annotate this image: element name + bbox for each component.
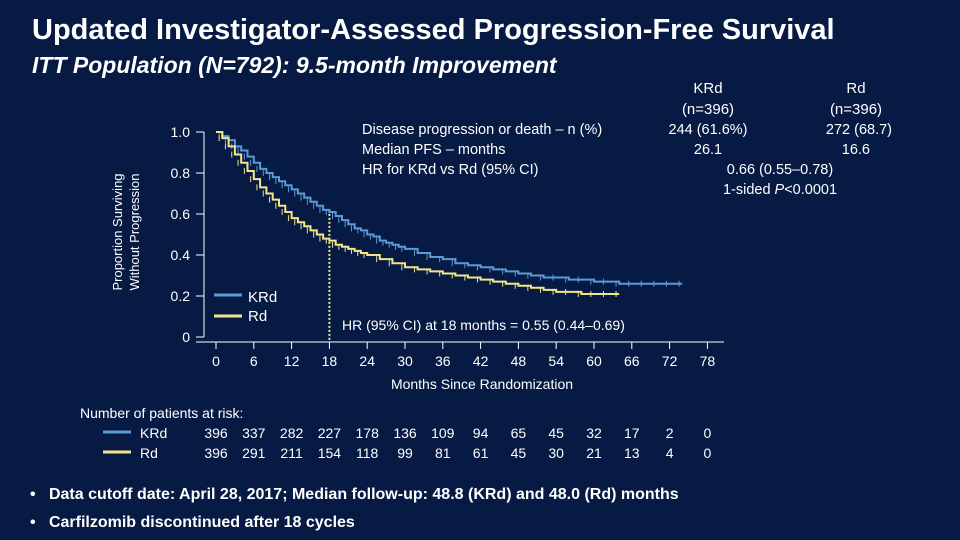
x-tick-label: 6 — [250, 353, 258, 369]
risk-value-krd: 109 — [431, 425, 455, 441]
y-tick-label: 0.6 — [171, 206, 191, 222]
risk-value-krd: 17 — [624, 425, 640, 441]
risk-value-rd: 81 — [435, 445, 451, 461]
risk-value-rd: 291 — [242, 445, 266, 461]
risk-value-rd: 61 — [472, 445, 489, 461]
risk-value-rd: 396 — [204, 445, 228, 461]
risk-value-rd: 45 — [510, 445, 527, 461]
y-axis-label-line1: Proportion Surviving — [110, 173, 125, 290]
legend-label-rd: Rd — [248, 308, 267, 325]
x-tick-label: 66 — [624, 353, 640, 369]
x-tick-label: 42 — [473, 353, 489, 369]
risk-value-krd: 337 — [242, 425, 266, 441]
stats-col-krd-n: (n=396) — [681, 101, 735, 118]
bullet-marker: • — [30, 514, 36, 531]
pvalue-prefix: 1-sided — [722, 182, 775, 198]
x-axis-label: Months Since Randomization — [391, 376, 573, 392]
x-tick-label: 72 — [662, 353, 678, 369]
bullet-item-1: • Data cutoff date: April 28, 2017; Medi… — [30, 486, 679, 504]
pvalue-suffix: <0.0001 — [784, 182, 838, 198]
pvalue-p: P — [774, 182, 785, 198]
y-tick-label: 1.0 — [171, 124, 191, 140]
risk-value-rd: 211 — [280, 445, 303, 461]
risk-value-krd: 227 — [317, 425, 342, 441]
x-tick-label: 36 — [435, 353, 451, 369]
y-axis-label-line2: Without Progression — [127, 173, 142, 290]
risk-table-title: Number of patients at risk: — [80, 405, 244, 421]
stats-col-rd: Rd (n=396) — [808, 78, 904, 120]
stats-rd-median: 16.6 — [841, 142, 870, 158]
x-tick-label: 54 — [548, 353, 564, 369]
risk-value-krd: 282 — [279, 425, 304, 441]
page-subtitle: ITT Population (N=792): 9.5-month Improv… — [32, 52, 557, 78]
y-tick-label: 0.4 — [171, 247, 191, 263]
stats-row-label-median: Median PFS – months — [362, 142, 506, 158]
y-tick-label: 0.8 — [171, 165, 191, 181]
x-tick-label: 24 — [359, 353, 375, 369]
risk-value-krd: 65 — [510, 425, 527, 441]
stats-col-krd-name: KRd — [693, 80, 723, 97]
stats-col-rd-n: (n=396) — [829, 101, 883, 118]
risk-value-rd: 0 — [703, 445, 712, 461]
stats-row-label-hr: HR for KRd vs Rd (95% CI) — [362, 162, 539, 178]
y-tick-label: 0 — [182, 329, 190, 345]
page-title: Updated Investigator-Assessed Progressio… — [32, 14, 835, 46]
risk-value-rd: 118 — [356, 445, 379, 461]
risk-row-name-rd: Rd — [140, 445, 158, 461]
risk-value-rd: 13 — [624, 445, 640, 461]
risk-value-krd: 178 — [355, 425, 379, 441]
risk-value-krd: 136 — [393, 425, 417, 441]
stats-pvalue: 1-sided P<0.0001 — [680, 182, 880, 198]
bullet-text-2: Carfilzomib discontinued after 18 cycles — [48, 514, 355, 531]
risk-value-krd: 2 — [665, 425, 674, 441]
stats-krd-median: 26.1 — [693, 142, 723, 158]
risk-value-krd: 45 — [548, 425, 564, 441]
km-curve-krd — [216, 131, 683, 285]
km-curve-rd — [216, 131, 620, 295]
hr-18-months-annotation: HR (95% CI) at 18 months = 0.55 (0.44–0.… — [342, 317, 625, 333]
stats-hr-value: 0.66 (0.55–0.78) — [726, 162, 834, 178]
risk-value-rd: 99 — [397, 445, 413, 461]
x-tick-label: 18 — [322, 353, 338, 369]
stats-rd-events: 272 (68.7) — [825, 122, 892, 138]
stats-row-label-events: Disease progression or death – n (%) — [362, 122, 603, 138]
x-tick-label: 12 — [284, 353, 300, 369]
stats-col-krd: KRd (n=396) — [660, 78, 756, 120]
risk-value-krd: 94 — [472, 425, 489, 441]
risk-row-name-krd: KRd — [140, 425, 168, 441]
bullet-item-2: • Carfilzomib discontinued after 18 cycl… — [30, 514, 355, 532]
chart-axes — [196, 132, 724, 343]
stats-krd-events: 244 (61.6%) — [668, 122, 748, 138]
bullet-text-1: Data cutoff date: April 28, 2017; Median… — [48, 486, 679, 503]
y-tick-label: 0.2 — [171, 288, 191, 304]
x-tick-label: 0 — [212, 353, 220, 369]
stats-col-rd-name: Rd — [846, 80, 866, 97]
bullet-marker: • — [30, 486, 36, 503]
risk-value-rd: 21 — [586, 445, 602, 461]
risk-value-krd: 0 — [703, 425, 712, 441]
risk-value-rd: 154 — [317, 445, 342, 461]
legend-label-krd: KRd — [248, 289, 277, 306]
risk-value-rd: 4 — [665, 445, 674, 461]
x-tick-label: 30 — [397, 353, 413, 369]
x-tick-label: 78 — [700, 353, 716, 369]
x-tick-label: 48 — [511, 353, 527, 369]
risk-value-krd: 32 — [586, 425, 602, 441]
risk-value-rd: 30 — [548, 445, 564, 461]
x-tick-label: 60 — [586, 353, 602, 369]
risk-value-krd: 396 — [204, 425, 228, 441]
